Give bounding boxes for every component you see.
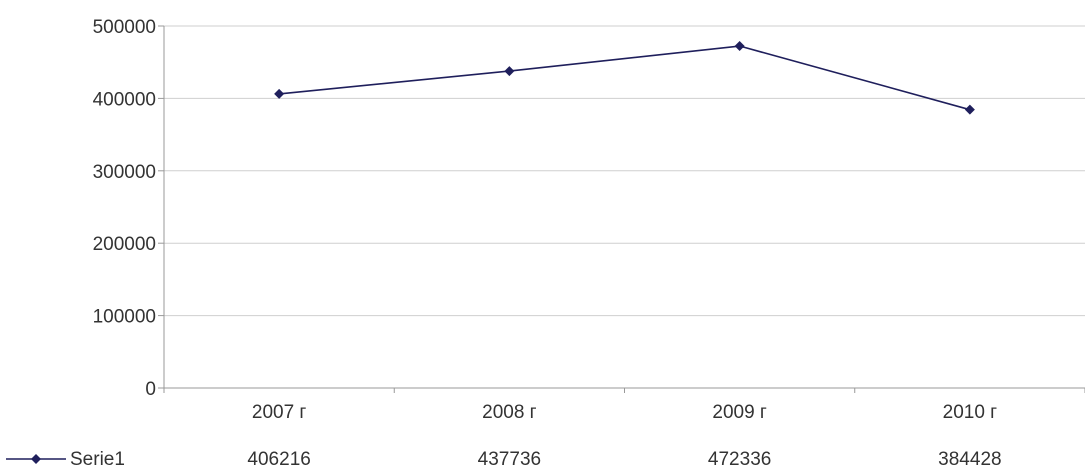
data-table-value: 437736 bbox=[478, 449, 541, 466]
x-tick-label: 2010 г bbox=[943, 402, 998, 423]
x-tick-labels: 2007 г 2008 г 2009 г 2010 г bbox=[252, 402, 997, 423]
data-point bbox=[504, 66, 515, 77]
data-point bbox=[964, 104, 975, 115]
x-tick-label: 2009 г bbox=[712, 402, 767, 423]
y-tick-label: 0 bbox=[145, 379, 156, 400]
gridlines bbox=[164, 25, 1085, 317]
y-tick-label: 100000 bbox=[93, 307, 156, 328]
y-tick-label: 300000 bbox=[93, 162, 156, 183]
data-table: Serie1 406216 437736 472336 384428 bbox=[6, 449, 1002, 470]
y-tick-label: 200000 bbox=[93, 234, 156, 255]
x-tick-label: 2007 г bbox=[252, 402, 307, 423]
series-layer bbox=[274, 41, 975, 115]
y-tick-label: 400000 bbox=[93, 89, 156, 110]
y-tick-labels: 0 100000 200000 300000 400000 500000 bbox=[93, 17, 156, 400]
x-tick-label: 2008 г bbox=[482, 402, 537, 423]
data-point bbox=[274, 88, 285, 99]
data-point bbox=[734, 41, 745, 52]
data-table-value: 384428 bbox=[938, 449, 1001, 466]
data-table-value: 472336 bbox=[708, 449, 771, 466]
axes bbox=[158, 25, 1085, 393]
y-tick-label: 500000 bbox=[93, 17, 156, 38]
series-line bbox=[279, 45, 971, 111]
data-table-value: 406216 bbox=[247, 449, 310, 466]
legend-entry: Serie1 bbox=[6, 449, 125, 470]
legend-label: Serie1 bbox=[70, 449, 125, 466]
legend-marker bbox=[31, 454, 41, 464]
